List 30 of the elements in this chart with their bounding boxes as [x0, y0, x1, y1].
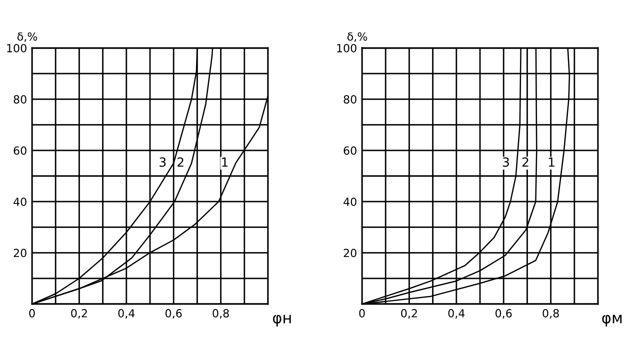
- x-tick-label: 0,8: [212, 309, 229, 319]
- x-axis-title: φм: [602, 314, 622, 326]
- series-label: 2: [178, 157, 184, 167]
- x-tick-label: 0,2: [71, 309, 87, 319]
- x-tick-label: 0,8: [542, 309, 559, 319]
- series-label: 1: [222, 158, 228, 167]
- y-tick-label: 60: [14, 146, 26, 155]
- x-tick-label: 0: [359, 309, 365, 318]
- y-tick-label: 20: [14, 248, 26, 258]
- y-tick-label: 20: [344, 248, 356, 258]
- x-tick-label: 0,6: [166, 309, 182, 319]
- x-axis-title: φн: [272, 314, 291, 326]
- x-tick-label: 0,4: [118, 309, 135, 319]
- x-tick-label: 0: [29, 309, 35, 318]
- x-tick-label: 0,6: [496, 309, 512, 319]
- y-tick-label: 100: [337, 44, 356, 52]
- y-tick-label: 80: [344, 95, 356, 104]
- series-label: 2: [522, 157, 528, 167]
- y-tick-label: 60: [344, 146, 356, 155]
- series-label: 3: [502, 157, 509, 167]
- y-axis-title: δ,%: [17, 32, 38, 42]
- y-tick-label: 40: [344, 198, 356, 206]
- x-tick-label: 0,2: [401, 309, 417, 319]
- y-tick-label: 100: [7, 44, 26, 52]
- series-label: 3: [160, 157, 166, 167]
- series-label: 1: [548, 158, 554, 167]
- x-tick-label: 0,4: [448, 309, 465, 319]
- y-tick-label: 40: [14, 198, 26, 206]
- y-tick-label: 80: [14, 95, 26, 104]
- y-axis-title: δ,%: [347, 32, 368, 42]
